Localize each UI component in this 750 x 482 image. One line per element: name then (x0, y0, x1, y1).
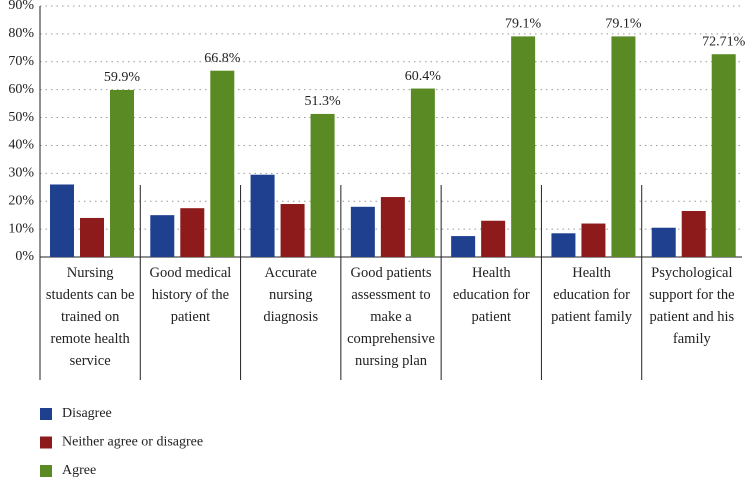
bar (50, 184, 74, 257)
x-tick-label: Health education for patient family (551, 265, 633, 325)
bar (350, 206, 375, 257)
x-tick-label: Good medical history of the patient (149, 265, 232, 325)
bar (651, 227, 676, 257)
bar (310, 113, 335, 258)
x-tick-label: Health education for patient (452, 265, 530, 325)
y-tick-label: 0% (15, 249, 34, 264)
legend-swatch (40, 436, 52, 449)
bar (150, 215, 175, 257)
bar (80, 217, 104, 257)
bar (110, 89, 134, 257)
legend-swatch (40, 465, 52, 477)
y-tick-label: 30% (8, 166, 34, 181)
value-label: 79.1% (605, 17, 642, 32)
value-label: 59.9% (104, 70, 141, 85)
y-tick-label: 80% (8, 26, 34, 41)
legend-label: Neither agree or disagree (62, 435, 203, 450)
value-label: 60.4% (405, 69, 442, 84)
x-tick-label: Accurate nursing diagnosis (263, 265, 319, 325)
x-tick-label: Nursing students can be trained on remot… (45, 265, 135, 369)
y-tick-label: 10% (8, 221, 34, 236)
bar (451, 236, 476, 257)
bar (280, 204, 305, 257)
bar (481, 220, 506, 257)
value-label: 79.1% (505, 17, 542, 32)
bar (380, 197, 405, 257)
value-label: 51.3% (304, 94, 341, 109)
bar (611, 36, 636, 257)
bar (250, 174, 275, 257)
bar (210, 70, 235, 257)
y-tick-label: 40% (8, 138, 34, 153)
y-tick-label: 60% (8, 82, 34, 97)
x-tick-label: Good patients assessment to make a compr… (347, 265, 435, 369)
value-label: 72.71% (702, 34, 746, 49)
legend-label: Disagree (62, 406, 112, 421)
y-tick-label: 20% (8, 193, 34, 208)
legend-swatch (40, 408, 52, 420)
x-tick-label: Psychological support for the patient an… (649, 265, 735, 347)
bar (551, 233, 576, 257)
value-label: 66.8% (204, 51, 241, 66)
y-tick-label: 50% (8, 110, 34, 125)
bar (410, 88, 435, 257)
y-tick-label: 90% (8, 0, 34, 13)
bar (180, 208, 205, 257)
y-tick-label: 70% (8, 54, 34, 69)
bar (511, 36, 536, 257)
legend-label: Agree (62, 463, 96, 478)
bar (681, 210, 706, 257)
bar (711, 54, 736, 257)
bar (581, 223, 606, 257)
